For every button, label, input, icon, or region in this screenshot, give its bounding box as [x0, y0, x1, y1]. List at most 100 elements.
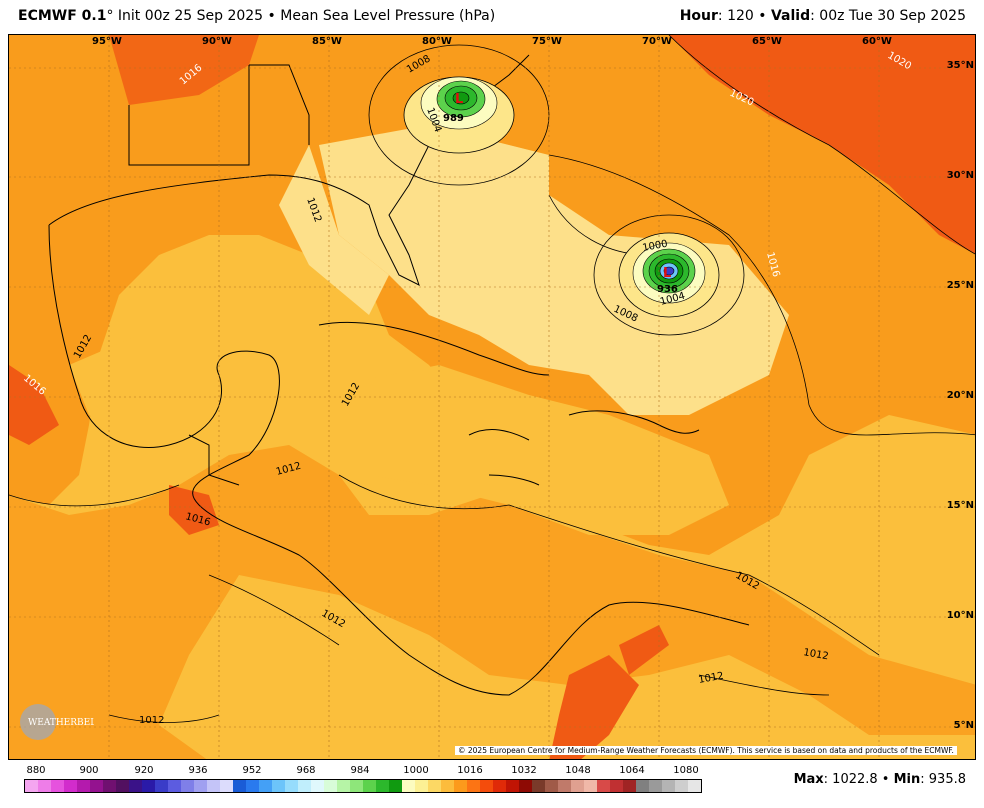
lat-label-15n: 15°N [946, 500, 974, 511]
colorbar-swatch [571, 780, 584, 792]
zone-1020-northeast [669, 35, 975, 254]
graticule [9, 35, 975, 759]
valid-value: : 00z Tue 30 Sep 2025 [810, 8, 966, 24]
zone-1020-north [109, 35, 259, 105]
colorbar-swatch [675, 780, 688, 792]
min-pressure-label-1: 989 [443, 113, 464, 124]
colorbar-swatch [298, 780, 311, 792]
colorbar-swatch [194, 780, 207, 792]
field-stats: Max: 1022.8 • Min: 935.8 [793, 772, 966, 787]
hour-label: Hour [679, 8, 718, 24]
colorbar-swatch [597, 780, 610, 792]
contour-label: 1012 [802, 647, 829, 662]
colorbar-swatch [181, 780, 194, 792]
init-time: Init 00z 25 Sep 2025 [113, 8, 264, 24]
colorbar-swatch [142, 780, 155, 792]
zone-high-central-america [169, 485, 219, 535]
max-label: Max [793, 772, 824, 787]
colorbar-swatch [389, 780, 402, 792]
zone-high-andes [549, 655, 639, 759]
colorbar-swatch [168, 780, 181, 792]
colorbar-tick: 1064 [619, 765, 645, 776]
colorbar-swatch [220, 780, 233, 792]
colorbar-swatch [649, 780, 662, 792]
lon-label-90w: 90°W [202, 36, 232, 47]
colorbar-swatch [77, 780, 90, 792]
colorbar-tick: 880 [26, 765, 46, 776]
colorbar-swatch [610, 780, 623, 792]
max-value: : 1022.8 [823, 772, 878, 787]
colorbar-swatch [441, 780, 454, 792]
lat-label-35n: 35°N [946, 60, 974, 71]
colorbar-swatch [363, 780, 376, 792]
colorbar-swatch [324, 780, 337, 792]
min-pressure-label-2: 936 [657, 284, 678, 295]
colorbar-swatch [493, 780, 506, 792]
colorbar-swatch [311, 780, 324, 792]
colorbar-tick: 1080 [673, 765, 699, 776]
low-pressure-center-2 [618, 232, 720, 318]
colorbar-swatch [337, 780, 350, 792]
coastlines [48, 54, 750, 696]
colorbar-tick: 968 [296, 765, 316, 776]
colorbar-tick: 984 [350, 765, 370, 776]
lat-label-20n: 20°N [946, 390, 974, 401]
pressure-colorbar [24, 779, 702, 793]
colorbar-swatch [415, 780, 428, 792]
lat-label-10n: 10°N [946, 610, 974, 621]
colorbar-tick: 920 [134, 765, 154, 776]
colorbar-swatch [376, 780, 389, 792]
colorbar-swatch [662, 780, 675, 792]
colorbar-tick: 952 [242, 765, 262, 776]
lon-label-80w: 80°W [422, 36, 452, 47]
hour-value: : 120 [717, 8, 754, 24]
colorbar-swatch [480, 780, 493, 792]
colorbar-swatch [558, 780, 571, 792]
colorbar-swatch [467, 780, 480, 792]
colorbar-swatch [207, 780, 220, 792]
colorbar-swatch [259, 780, 272, 792]
svg-text:WEATHERBELL: WEATHERBELL [28, 718, 94, 728]
degree-sign: ° [106, 8, 114, 24]
colorbar-swatch [103, 780, 116, 792]
low-pressure-center-1 [403, 76, 515, 154]
colorbar-swatch [428, 780, 441, 792]
low-marker-1: L [455, 92, 463, 107]
colorbar-swatch [129, 780, 142, 792]
colorbar-swatch [532, 780, 545, 792]
zone-1020-west [9, 365, 59, 445]
colorbar-swatch [623, 780, 636, 792]
lon-label-70w: 70°W [642, 36, 672, 47]
colorbar-swatch [116, 780, 129, 792]
field-name: Mean Sea Level Pressure (hPa) [280, 8, 496, 24]
zone-1008-atlantic [319, 125, 789, 415]
colorbar-swatch [272, 780, 285, 792]
colorbar-swatch [51, 780, 64, 792]
colorbar-swatch [90, 780, 103, 792]
valid-label: Valid [770, 8, 811, 24]
lon-label-65w: 65°W [752, 36, 782, 47]
contour-label: 1000 [642, 239, 669, 254]
colorbar-swatch [285, 780, 298, 792]
header-left: ECMWF 0.1° Init 00z 25 Sep 2025 • Mean S… [18, 8, 496, 24]
copyright-notice: © 2025 European Centre for Medium-Range … [455, 746, 957, 755]
lon-label-85w: 85°W [312, 36, 342, 47]
lon-label-60w: 60°W [862, 36, 892, 47]
model-name: ECMWF 0.1 [18, 8, 107, 24]
colorbar-tick: 900 [79, 765, 99, 776]
pressure-map[interactable]: 1020 1020 1016 1016 1016 1016 1012 1012 … [8, 34, 976, 760]
colorbar-tick: 1000 [403, 765, 429, 776]
zone-1012-caribbean [309, 365, 729, 535]
colorbar-tick: 1048 [565, 765, 591, 776]
colorbar-swatch [246, 780, 259, 792]
colorbar-swatch [25, 780, 38, 792]
colorbar-swatch [688, 780, 701, 792]
colorbar-swatch [233, 780, 246, 792]
colorbar-swatch [38, 780, 51, 792]
low-marker-2: L [663, 266, 671, 281]
header-right: Hour: 120 • Valid: 00z Tue 30 Sep 2025 [679, 8, 966, 24]
zone-high-venezuela [619, 625, 669, 675]
weatherbell-logo: WEATHERBELL [14, 700, 102, 742]
min-value: : 935.8 [920, 772, 966, 787]
lat-label-25n: 25°N [946, 280, 974, 291]
